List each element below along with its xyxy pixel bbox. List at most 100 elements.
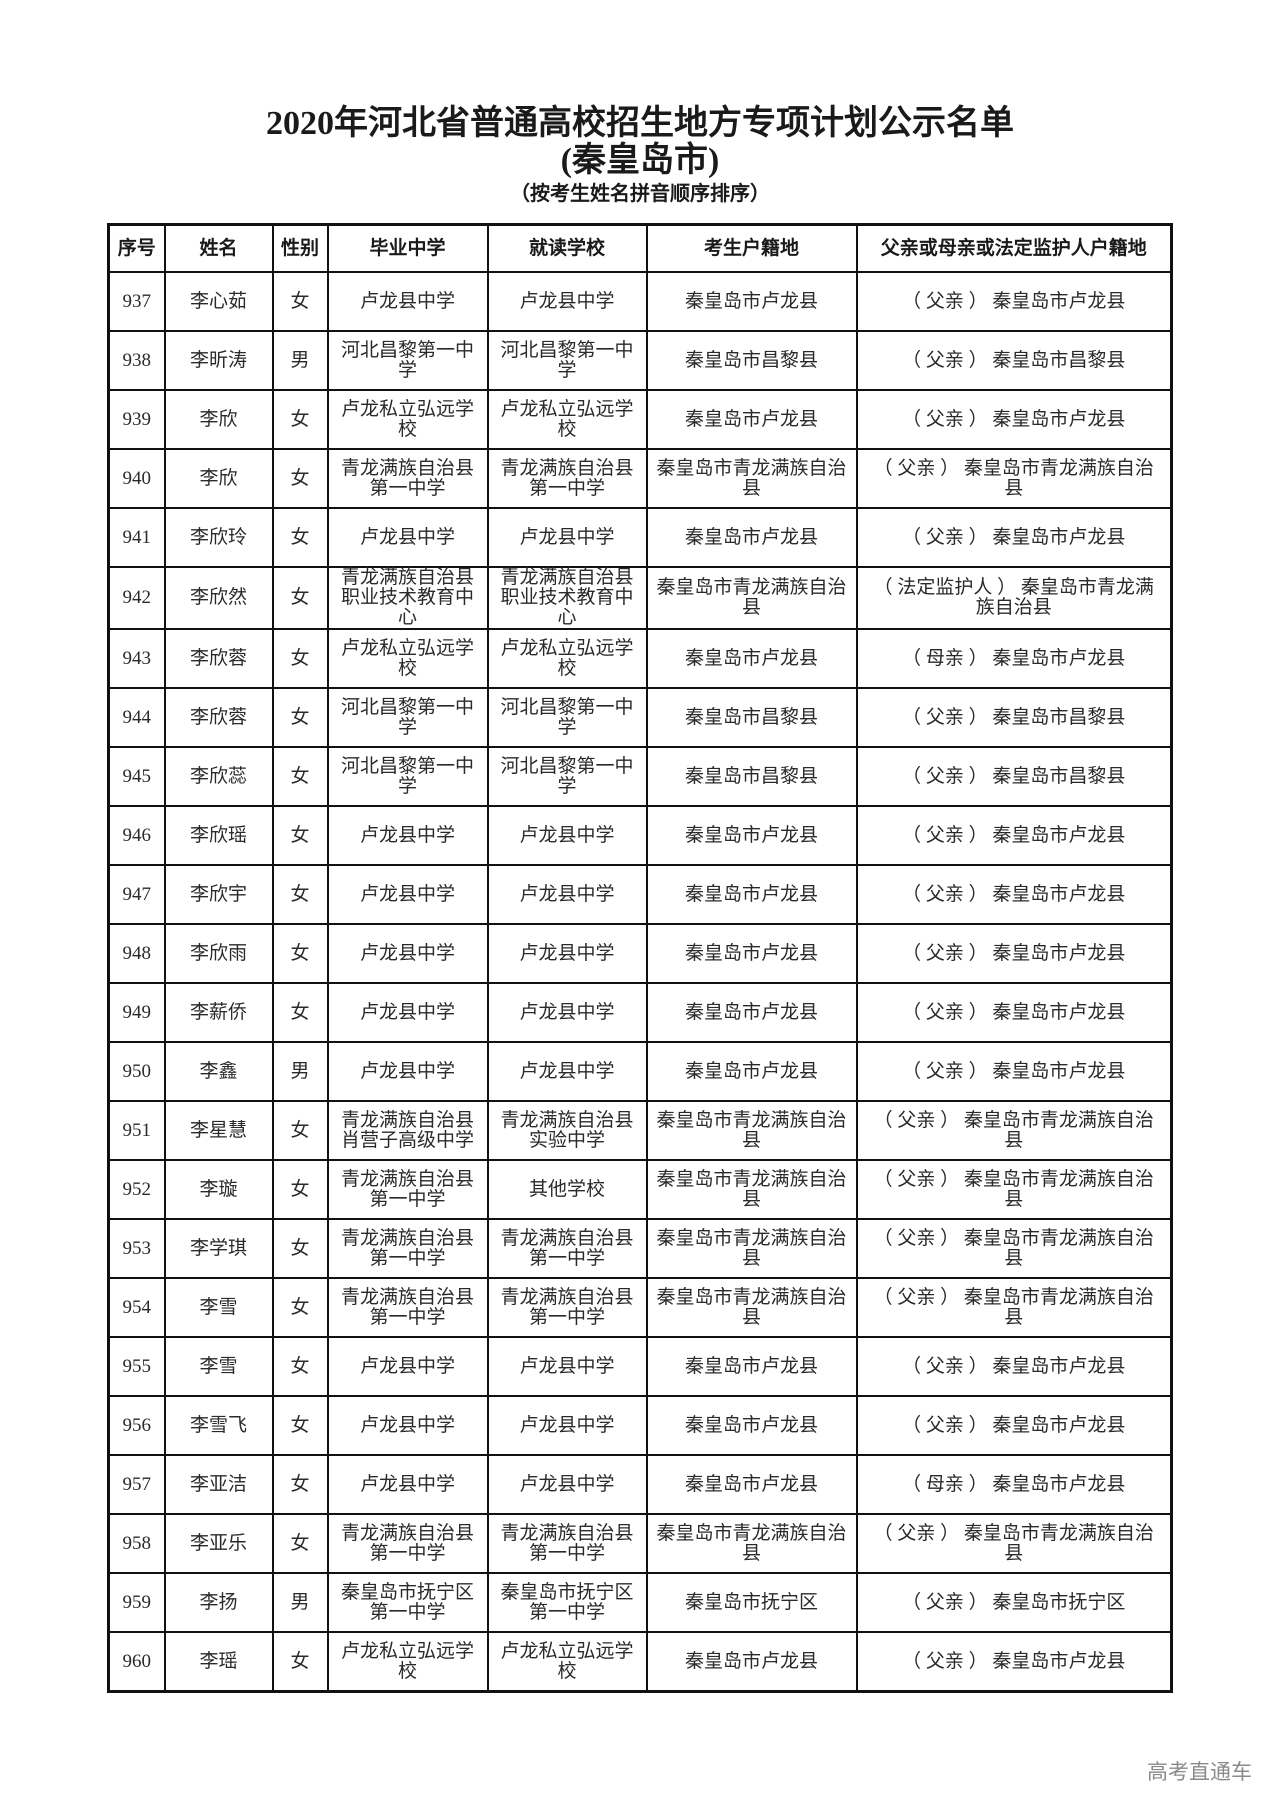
cell-guardian-hukou-text: （ 父亲 ） 秦皇岛市卢龙县	[902, 408, 1126, 430]
cell-current-school: 青龙满族自治县职业技术教育中心	[486, 566, 648, 630]
cell-gender: 女	[271, 1100, 329, 1161]
cell-student-hukou-text: 秦皇岛市卢龙县	[684, 290, 818, 312]
cell-guardian-hukou: （ 父亲 ） 秦皇岛市青龙满族自治县	[855, 1277, 1173, 1338]
cell-student-hukou-text: 秦皇岛市昌黎县	[684, 349, 818, 371]
cell-serial: 956	[107, 1395, 166, 1456]
cell-serial: 955	[107, 1336, 166, 1397]
cell-name: 李昕涛	[163, 330, 274, 391]
cell-gender: 女	[271, 805, 329, 866]
cell-graduated-school-text: 卢龙私立弘远学校	[340, 637, 474, 679]
cell-student-hukou: 秦皇岛市抚宁区	[645, 1572, 858, 1633]
cell-student-hukou-text: 秦皇岛市卢龙县	[684, 1001, 818, 1023]
cell-student-hukou: 秦皇岛市昌黎县	[645, 687, 858, 748]
cell-current-school: 卢龙县中学	[486, 1041, 648, 1102]
cell-graduated-school-text: 卢龙县中学	[359, 1473, 455, 1495]
table-row: 956 李雪飞女 卢龙县中学 卢龙县中学 秦皇岛市卢龙县 （ 父亲 ） 秦皇岛市卢龙县	[107, 1395, 1173, 1456]
header-serial: 序号	[107, 223, 166, 273]
cell-student-hukou-text: 秦皇岛市卢龙县	[684, 942, 818, 964]
cell-graduated-school: 卢龙县中学	[326, 507, 489, 568]
cell-guardian-hukou: （ 父亲 ） 秦皇岛市卢龙县	[855, 805, 1173, 866]
cell-name: 李瑶	[163, 1631, 274, 1693]
header-student-hukou: 考生户籍地	[645, 223, 858, 273]
cell-serial: 943	[107, 628, 166, 689]
cell-current-school-text: 河北昌黎第一中学	[500, 339, 634, 381]
cell-current-school-text: 青龙满族自治县实验中学	[500, 1109, 634, 1151]
cell-student-hukou: 秦皇岛市青龙满族自治县	[645, 566, 858, 630]
cell-student-hukou-text: 秦皇岛市卢龙县	[684, 526, 818, 548]
cell-guardian-hukou: （ 父亲 ） 秦皇岛市青龙满族自治县	[855, 448, 1173, 509]
cell-name: 李雪	[163, 1336, 274, 1397]
cell-guardian-hukou: （ 父亲 ） 秦皇岛市青龙满族自治县	[855, 1159, 1173, 1220]
cell-graduated-school: 河北昌黎第一中学	[326, 746, 489, 807]
cell-student-hukou: 秦皇岛市卢龙县	[645, 1041, 858, 1102]
cell-guardian-hukou-text: （ 父亲 ） 秦皇岛市青龙满族自治县	[873, 1168, 1154, 1210]
cell-current-school-text: 河北昌黎第一中学	[500, 696, 634, 738]
cell-graduated-school-text: 青龙满族自治县第一中学	[340, 1168, 474, 1210]
cell-current-school: 河北昌黎第一中学	[486, 687, 648, 748]
table-row: 938 李昕涛男河北昌黎第一中学 河北昌黎第一中学 秦皇岛市昌黎县（ 父亲 ） 秦皇岛…	[107, 330, 1173, 391]
cell-current-school-text: 青龙满族自治县第一中学	[500, 1227, 634, 1269]
cell-student-hukou-text: 秦皇岛市青龙满族自治县	[656, 1168, 847, 1210]
cell-student-hukou: 秦皇岛市青龙满族自治县	[645, 1277, 858, 1338]
cell-graduated-school-text: 青龙满族自治县第一中学	[340, 1286, 474, 1328]
cell-gender: 女	[271, 628, 329, 689]
cell-student-hukou-text: 秦皇岛市青龙满族自治县	[656, 577, 847, 618]
cell-current-school-text: 青龙满族自治县职业技术教育中心	[500, 567, 634, 628]
cell-guardian-hukou: （ 父亲 ） 秦皇岛市昌黎县	[855, 330, 1173, 391]
cell-gender: 女	[271, 687, 329, 748]
cell-guardian-hukou-text: （ 父亲 ） 秦皇岛市卢龙县	[902, 1001, 1126, 1023]
cell-serial: 948	[107, 923, 166, 984]
table-row: 949 李薪侨女 卢龙县中学 卢龙县中学 秦皇岛市卢龙县 （ 父亲 ） 秦皇岛市卢龙县	[107, 982, 1173, 1043]
cell-gender: 女	[271, 448, 329, 509]
cell-gender: 女	[271, 746, 329, 807]
cell-guardian-hukou-text: （ 父亲 ） 秦皇岛市卢龙县	[902, 1060, 1126, 1082]
cell-guardian-hukou-text: （ 父亲 ） 秦皇岛市卢龙县	[902, 942, 1126, 964]
cell-gender: 女	[271, 1454, 329, 1515]
cell-current-school-text: 卢龙县中学	[519, 1060, 615, 1082]
cell-student-hukou: 秦皇岛市卢龙县	[645, 982, 858, 1043]
cell-graduated-school-text: 卢龙县中学	[359, 1001, 455, 1023]
cell-current-school: 青龙满族自治县实验中学	[486, 1100, 648, 1161]
cell-student-hukou-text: 秦皇岛市卢龙县	[684, 1414, 818, 1436]
cell-guardian-hukou: （ 父亲 ） 秦皇岛市青龙满族自治县	[855, 1100, 1173, 1161]
cell-gender: 女	[271, 1631, 329, 1693]
cell-current-school: 卢龙县中学	[486, 271, 648, 332]
cell-guardian-hukou: （ 父亲 ） 秦皇岛市卢龙县	[855, 864, 1173, 925]
cell-gender: 女	[271, 1336, 329, 1397]
cell-student-hukou-text: 秦皇岛市卢龙县	[684, 1473, 818, 1495]
cell-serial: 947	[107, 864, 166, 925]
cell-student-hukou-text: 秦皇岛市青龙满族自治县	[656, 1522, 847, 1564]
header-graduated-school: 毕业中学	[326, 223, 489, 273]
cell-serial: 941	[107, 507, 166, 568]
cell-gender: 女	[271, 1159, 329, 1220]
cell-student-hukou: 秦皇岛市昌黎县	[645, 746, 858, 807]
cell-name: 李欣蓉	[163, 628, 274, 689]
table-row: 941 李欣玲女 卢龙县中学 卢龙县中学 秦皇岛市卢龙县 （ 父亲 ） 秦皇岛市卢龙县	[107, 507, 1173, 568]
cell-student-hukou-text: 秦皇岛市卢龙县	[684, 408, 818, 430]
document-sort-note: （按考生姓名拼音顺序排序）	[510, 183, 770, 205]
cell-name: 李扬	[163, 1572, 274, 1633]
cell-student-hukou: 秦皇岛市青龙满族自治县	[645, 448, 858, 509]
cell-guardian-hukou-text: （ 母亲 ） 秦皇岛市卢龙县	[902, 1473, 1126, 1495]
cell-serial: 953	[107, 1218, 166, 1279]
cell-guardian-hukou: （ 父亲 ） 秦皇岛市卢龙县	[855, 982, 1173, 1043]
cell-guardian-hukou-text: （ 父亲 ） 秦皇岛市青龙满族自治县	[873, 1227, 1154, 1269]
cell-guardian-hukou: （ 父亲 ） 秦皇岛市卢龙县	[855, 271, 1173, 332]
cell-name: 李欣瑶	[163, 805, 274, 866]
cell-current-school-text: 卢龙县中学	[519, 1414, 615, 1436]
cell-current-school-text: 卢龙县中学	[519, 1001, 615, 1023]
cell-graduated-school-text: 河北昌黎第一中学	[340, 696, 474, 738]
cell-name: 李欣玲	[163, 507, 274, 568]
cell-current-school-text: 青龙满族自治县第一中学	[500, 1522, 634, 1564]
cell-current-school: 青龙满族自治县第一中学	[486, 1513, 648, 1574]
cell-gender: 男	[271, 1041, 329, 1102]
cell-student-hukou: 秦皇岛市卢龙县	[645, 389, 858, 450]
cell-student-hukou: 秦皇岛市青龙满族自治县	[645, 1100, 858, 1161]
cell-current-school: 卢龙县中学	[486, 864, 648, 925]
cell-gender: 女	[271, 389, 329, 450]
cell-gender: 女	[271, 923, 329, 984]
cell-current-school-text: 河北昌黎第一中学	[500, 755, 634, 797]
cell-student-hukou-text: 秦皇岛市卢龙县	[684, 824, 818, 846]
cell-current-school-text: 卢龙县中学	[519, 1473, 615, 1495]
cell-current-school-text: 青龙满族自治县第一中学	[500, 1286, 634, 1328]
